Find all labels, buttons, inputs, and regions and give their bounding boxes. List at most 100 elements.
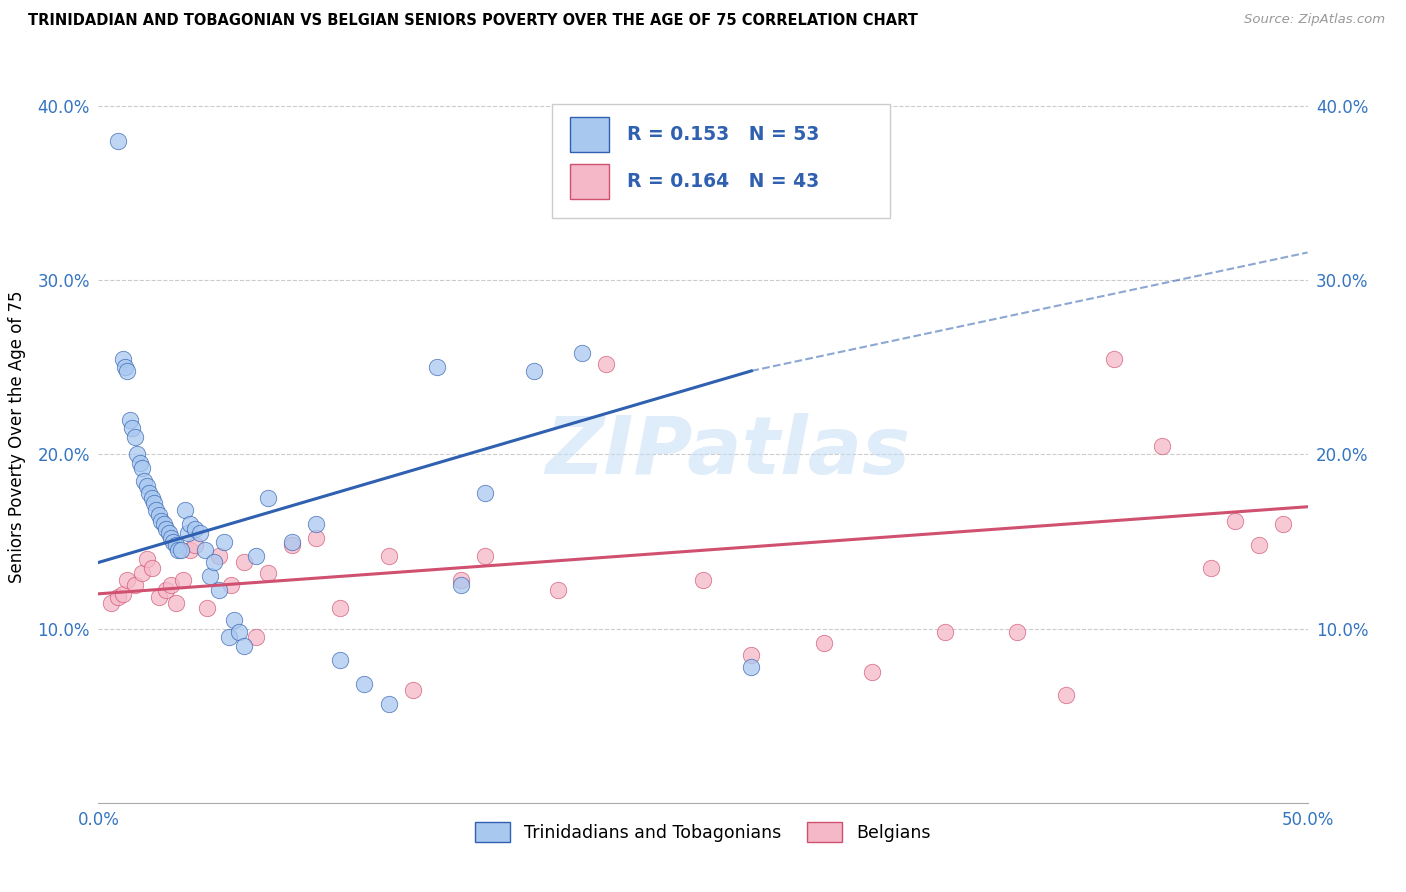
Point [377,697,399,711]
Point [1054,688,1077,702]
Point [169,543,191,558]
Point [245,549,267,563]
Point [165,538,187,552]
Point [256,566,278,580]
Point [143,496,166,510]
Legend: Trinidadians and Tobagonians, Belgians: Trinidadians and Tobagonians, Belgians [468,815,938,849]
Point [1272,517,1295,532]
Point [1152,439,1174,453]
Point [281,538,304,552]
Point [595,357,617,371]
Point [177,525,200,540]
Point [232,639,254,653]
Point [118,412,141,426]
Point [232,556,254,570]
Y-axis label: Seniors Poverty Over the Age of 75: Seniors Poverty Over the Age of 75 [8,291,27,583]
Point [150,514,173,528]
Text: ZIPatlas: ZIPatlas [544,413,910,491]
Point [162,534,184,549]
Point [692,573,714,587]
Point [157,525,180,540]
Point [329,600,352,615]
Point [329,653,352,667]
Point [152,517,174,532]
Bar [569,164,609,199]
Point [128,456,150,470]
Point [934,625,956,640]
Point [117,364,139,378]
Point [141,560,163,574]
Point [1199,560,1222,574]
Point [135,479,157,493]
Point [155,522,177,536]
Point [1007,625,1029,640]
Point [179,543,201,558]
Point [131,461,153,475]
Point [124,430,146,444]
Point [221,578,243,592]
Point [100,595,122,609]
FancyBboxPatch shape [551,104,890,218]
Point [138,485,160,500]
Point [135,552,157,566]
Point [204,556,226,570]
Point [160,531,183,545]
Point [195,600,218,615]
Point [1102,351,1125,366]
Point [547,583,569,598]
Point [305,517,328,532]
Point [208,583,231,598]
Point [523,364,546,378]
Point [124,578,146,592]
Point [188,525,211,540]
Point [198,569,221,583]
Text: R = 0.164   N = 43: R = 0.164 N = 43 [627,172,820,191]
Bar [569,117,609,152]
Point [813,635,835,649]
Point [571,346,593,360]
Point [474,549,496,563]
Text: Source: ZipAtlas.com: Source: ZipAtlas.com [1244,13,1385,27]
Point [245,631,267,645]
Point [1223,514,1246,528]
Point [114,360,136,375]
Point [167,543,190,558]
Point [1249,538,1271,552]
Point [141,491,163,505]
Point [377,549,399,563]
Point [450,578,472,592]
Point [402,682,425,697]
Point [426,360,449,375]
Point [222,613,245,627]
Point [121,421,143,435]
Point [117,573,139,587]
Point [107,134,129,148]
Point [179,517,201,532]
Point [111,587,134,601]
Point [107,591,129,605]
Text: TRINIDADIAN AND TOBAGONIAN VS BELGIAN SENIORS POVERTY OVER THE AGE OF 75 CORRELA: TRINIDADIAN AND TOBAGONIAN VS BELGIAN SE… [28,13,918,29]
Point [111,351,134,366]
Point [474,485,496,500]
Point [165,595,187,609]
Point [860,665,883,680]
Point [174,503,197,517]
Point [145,503,167,517]
Point [208,549,231,563]
Point [194,543,217,558]
Point [127,448,149,462]
Point [305,531,328,545]
Point [740,648,762,662]
Point [134,474,156,488]
Point [281,534,304,549]
Point [172,573,194,587]
Point [155,583,177,598]
Point [353,677,375,691]
Point [160,578,183,592]
Point [148,591,170,605]
Text: R = 0.153   N = 53: R = 0.153 N = 53 [627,125,820,144]
Point [218,631,240,645]
Point [228,625,250,640]
Point [184,522,207,536]
Point [131,566,153,580]
